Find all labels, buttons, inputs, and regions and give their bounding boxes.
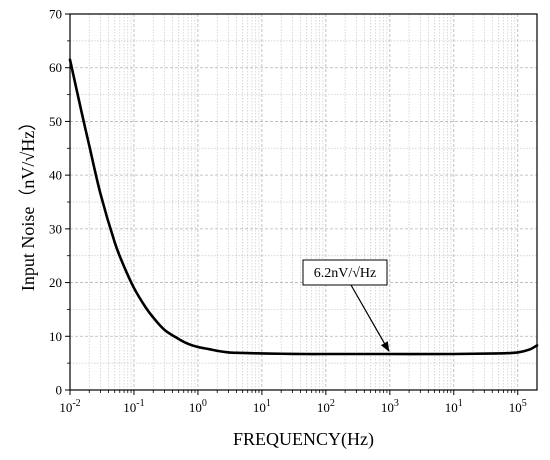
x-tick-label: 10-2 [59,398,80,415]
x-tick-label: 105 [509,398,527,415]
y-axis-label: Input Noise（nV/√Hz） [18,113,38,291]
y-tick-label: 10 [49,329,62,344]
x-tick-label: 10-1 [123,398,144,415]
x-tick-label: 101 [253,398,271,415]
annotation-box [302,259,388,286]
y-tick-label: 40 [49,168,62,183]
y-tick-label: 20 [49,275,62,290]
annotation-layer: 6.2nV/√Hz [302,259,390,352]
y-tick-label: 60 [49,60,62,75]
series-layer [68,58,539,356]
annotation-arrow [350,284,390,352]
x-tick-label: 103 [381,398,399,415]
x-tick-label: 101 [445,398,463,415]
y-tick-label: 50 [49,114,62,129]
y-tick-label: 30 [49,221,62,236]
x-tick-label: 102 [317,398,335,415]
annotation-label: 6.2nV/√Hz [314,266,377,281]
grid-layer [70,14,537,390]
y-tick-label: 70 [49,7,62,22]
x-tick-label: 100 [189,398,207,415]
y-tick-label: 0 [56,383,63,398]
ticks-layer: 0 10 20 30 40 50 60 70 10-2 10-1 100 101 102 103 101 10… [49,7,527,416]
x-axis-label: FREQUENCY(Hz) [233,429,374,450]
noise-curve [68,58,539,356]
